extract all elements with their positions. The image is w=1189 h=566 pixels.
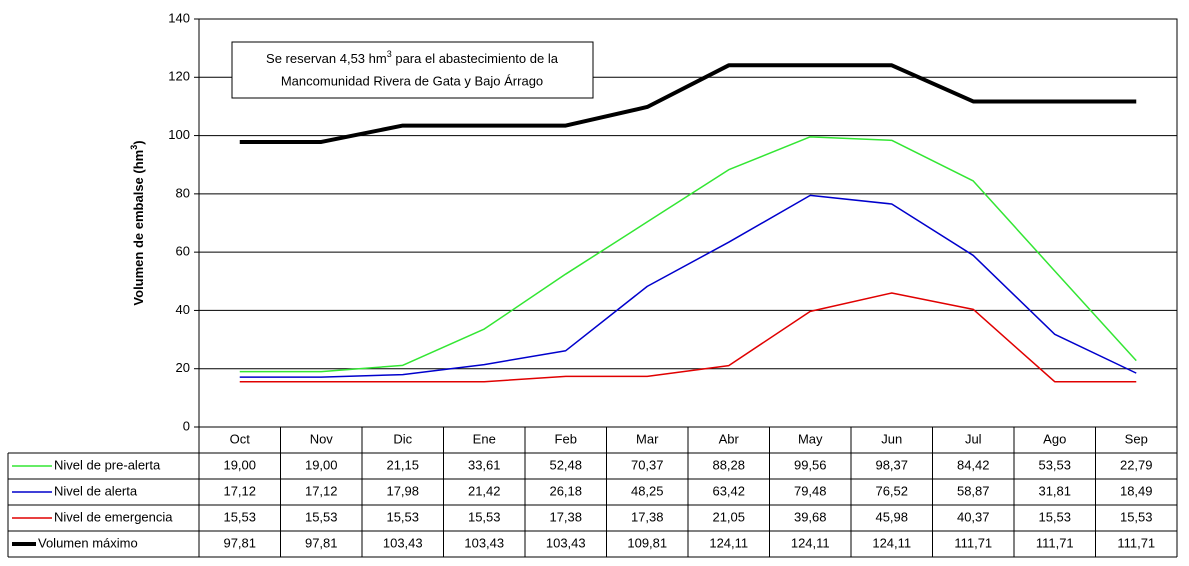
table-cell: 124,11 [791,535,830,550]
y-tick-label: 140 [168,10,190,25]
table-cell: 17,38 [631,509,664,524]
legend-label: Volumen máximo [38,535,138,550]
x-tick-label: Mar [636,431,659,446]
x-tick-label: Nov [310,431,334,446]
y-axis-label: Volumen de embalse (hm3) [129,140,146,305]
table-cell: 15,53 [468,509,501,524]
y-tick-label: 0 [183,418,190,433]
y-tick-label: 40 [176,302,190,317]
table-cell: 63,42 [712,483,745,498]
table-cell: 97,81 [305,535,338,550]
y-tick-label: 120 [168,69,190,84]
table-cell: 111,71 [1036,535,1074,550]
legend-label: Nivel de pre-alerta [54,457,161,472]
table-cell: 111,71 [1117,535,1155,550]
table-cell: 103,43 [383,535,423,550]
annotation-text: para el abastecimiento de la [392,51,559,66]
table-cell: 17,12 [305,483,338,498]
table-cell: 103,43 [546,535,586,550]
y-tick-label: 80 [176,185,190,200]
table-cell: 40,37 [957,509,990,524]
table-cell: 84,42 [957,457,990,472]
table-cell: 17,12 [223,483,256,498]
x-tick-label: Oct [230,431,251,446]
series-line [239,194,1137,378]
x-tick-label: Ago [1043,431,1066,446]
table-cell: 17,38 [549,509,582,524]
table-cell: 15,53 [223,509,256,524]
table-cell: 124,11 [872,535,911,550]
table-cell: 109,81 [627,535,667,550]
table-cell: 52,48 [549,457,582,472]
x-tick-label: May [798,431,823,446]
table-cell: 17,98 [386,483,419,498]
table-cell: 58,87 [957,483,990,498]
table-cell: 45,98 [875,509,908,524]
table-cell: 111,71 [954,535,992,550]
series-line [239,292,1137,383]
series-line [239,63,1137,144]
table-cell: 79,48 [794,483,827,498]
y-tick-label: 60 [176,244,190,259]
annotation-sup: 3 [387,49,392,59]
table-cell: 88,28 [712,457,745,472]
y-label-text: Volumen de embalse (hm [131,150,146,306]
y-tick-label: 100 [168,127,190,142]
x-tick-label: Jun [881,431,902,446]
series-line [239,136,1137,373]
table-cell: 31,81 [1038,483,1071,498]
table-cell: 15,53 [1038,509,1071,524]
annotation-text: Se reservan 4,53 hm [266,51,387,66]
table-cell: 15,53 [386,509,419,524]
table-cell: 15,53 [305,509,338,524]
table-cell: 53,53 [1038,457,1071,472]
table-cell: 19,00 [305,457,338,472]
table-cell: 19,00 [223,457,256,472]
table-cell: 15,53 [1120,509,1153,524]
x-tick-label: Sep [1125,431,1148,446]
table-cell: 103,43 [464,535,504,550]
x-tick-label: Feb [555,431,577,446]
table-cell: 124,11 [709,535,748,550]
table-cell: 76,52 [875,483,908,498]
table-cell: 39,68 [794,509,827,524]
table-cell: 21,42 [468,483,501,498]
y-label-text: ) [131,140,146,144]
legend-label: Nivel de emergencia [54,509,173,524]
annotation-line: Se reservan 4,53 hm3 para el abastecimie… [266,49,559,66]
legend-label: Nivel de alerta [54,483,138,498]
x-tick-label: Ene [473,431,496,446]
table-cell: 26,18 [549,483,582,498]
table-cell: 33,61 [468,457,501,472]
annotation-box [231,41,594,99]
table-cell: 48,25 [631,483,664,498]
x-tick-label: Dic [393,431,412,446]
y-tick-label: 20 [176,360,190,375]
table-cell: 70,37 [631,457,664,472]
annotation-line: Mancomunidad Rivera de Gata y Bajo Árrag… [281,73,543,88]
x-tick-label: Abr [719,431,740,446]
table-cell: 21,05 [712,509,745,524]
table-cell: 22,79 [1120,457,1153,472]
table-cell: 18,49 [1120,483,1153,498]
table-cell: 99,56 [794,457,827,472]
table-cell: 98,37 [875,457,908,472]
y-label-sup: 3 [129,145,139,150]
table-cell: 97,81 [223,535,256,550]
table-cell: 21,15 [386,457,419,472]
x-tick-label: Jul [965,431,982,446]
